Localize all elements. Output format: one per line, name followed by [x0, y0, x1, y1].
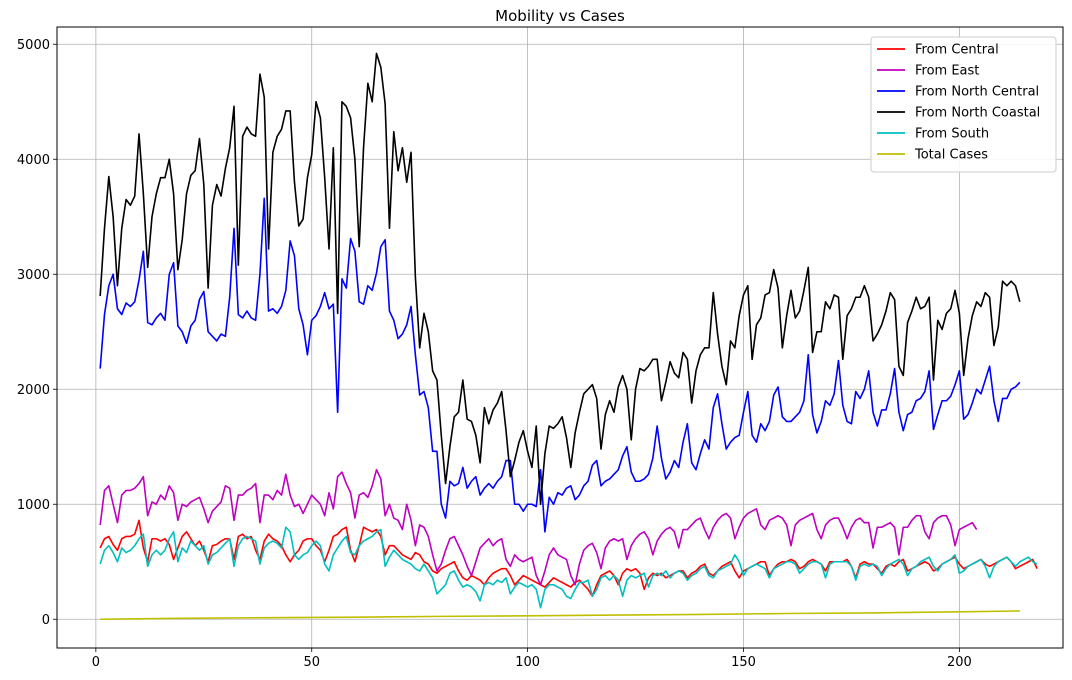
legend: From Central From East From North Central F…	[870, 36, 1057, 173]
x-tick-label: 0	[92, 655, 100, 670]
chart-title: Mobility vs Cases	[495, 7, 625, 25]
series-line-from-central	[99, 519, 1038, 598]
legend-label-from-north-central: From North Central	[915, 85, 1039, 100]
series-lines	[99, 52, 1038, 621]
y-tick-label: 0	[42, 613, 50, 628]
series-line-from-east	[99, 468, 978, 586]
legend-label-total-cases: Total Cases	[914, 148, 988, 163]
y-tick-label: 2000	[17, 383, 50, 398]
series-line-from-north-central	[99, 197, 1021, 533]
y-tick-label: 5000	[17, 38, 50, 53]
legend-label-from-north-coastal: From North Coastal	[915, 106, 1040, 121]
y-tick-label: 1000	[17, 498, 50, 513]
series-line-from-south	[99, 526, 1038, 609]
x-tick-label: 150	[731, 655, 756, 670]
series-line-total-cases	[100, 610, 1020, 621]
legend-label-from-east: From East	[915, 64, 979, 79]
x-tick-label: 50	[303, 655, 320, 670]
series-line-from-north-coastal	[99, 52, 1021, 506]
x-tick-label: 200	[947, 655, 972, 670]
legend-box	[870, 36, 1057, 173]
plot-frame	[56, 26, 1064, 649]
y-tick-label: 4000	[17, 153, 50, 168]
legend-label-from-central: From Central	[915, 43, 999, 58]
legend-label-from-south: From South	[915, 127, 989, 142]
x-tick-label: 100	[515, 655, 540, 670]
y-tick-label: 3000	[17, 268, 50, 283]
